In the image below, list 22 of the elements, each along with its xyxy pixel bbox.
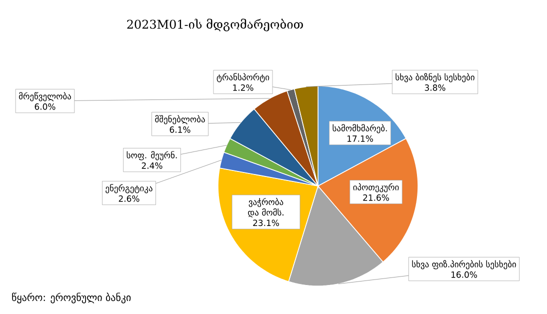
data-label: 23.1% [253, 220, 279, 226]
data-label: 1.2% [233, 84, 254, 91]
data-label: 21.6% [363, 194, 389, 201]
data-label: 3.8% [424, 84, 446, 91]
slice-label: იპოთეკური [353, 183, 399, 192]
text: წყარო: ეროვნული ბანკი [12, 292, 131, 304]
slice-label: სამომხმარებ. [332, 124, 387, 134]
slice-label: სხვა ფიზ.პირების სესხები [412, 260, 516, 270]
data-label: 6.0% [34, 103, 56, 110]
slice-label: ტრანსპორტი [216, 73, 270, 82]
data-label: 16.0% [451, 271, 477, 278]
data-label: 6.1% [170, 126, 190, 133]
data-label: 17.1% [347, 135, 373, 142]
slice-label: მშენებლობა [155, 115, 205, 124]
slice-label: სხვა ბიზნეს სესხები [396, 73, 474, 82]
chart-title: 2023M01-ის მდგომარეობით [127, 18, 303, 32]
slice-label: ენერგეტიკა [106, 184, 152, 194]
slice-label: ვაჭრობა და მომს. [248, 198, 284, 218]
data-label: 2.6% [118, 195, 140, 202]
slice-label: მრეწველობა [18, 92, 72, 102]
slice-label: სოფ. მეურნ. [126, 151, 177, 160]
data-label: 2.4% [142, 162, 162, 169]
